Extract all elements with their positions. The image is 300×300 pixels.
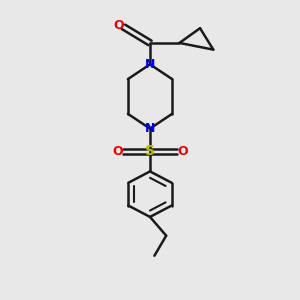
Text: N: N [145,122,155,135]
Text: O: O [177,145,188,158]
Text: S: S [145,144,155,158]
Text: O: O [112,145,123,158]
Text: N: N [145,58,155,71]
Text: O: O [113,19,124,32]
